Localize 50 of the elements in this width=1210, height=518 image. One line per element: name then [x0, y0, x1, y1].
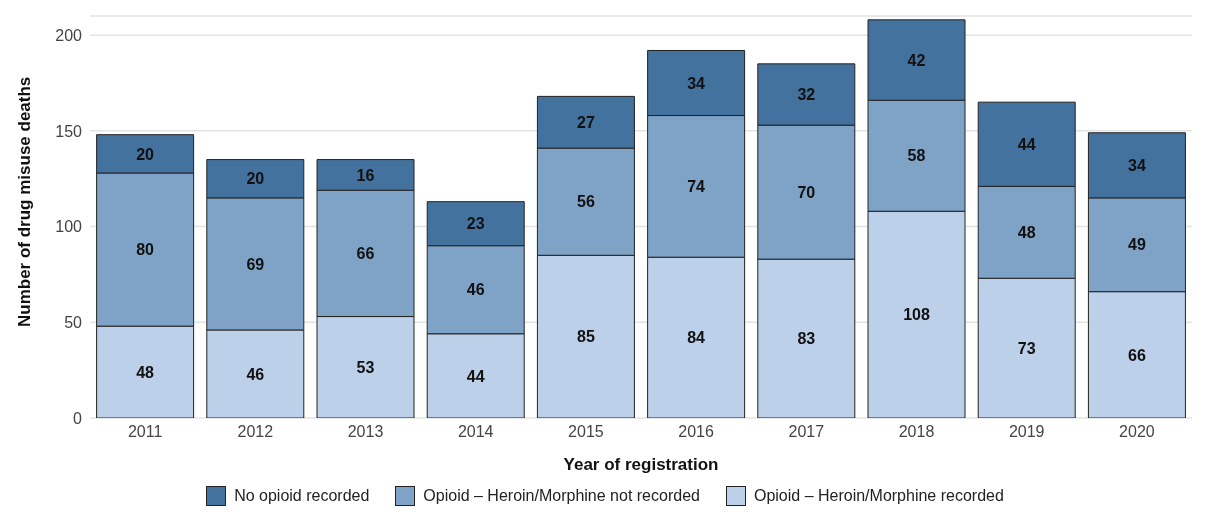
data-label: 48	[136, 363, 155, 381]
data-label: 53	[356, 358, 375, 376]
data-label: 66	[1128, 346, 1146, 364]
x-tick-label: 2020	[1119, 423, 1155, 441]
x-tick-label: 2018	[898, 423, 935, 441]
y-tick-label: 150	[55, 122, 83, 140]
data-label: 56	[577, 193, 595, 211]
x-tick-label: 2016	[678, 423, 714, 441]
data-label: 48	[1017, 223, 1036, 241]
data-label: 23	[466, 215, 485, 233]
data-label: 83	[797, 330, 816, 348]
x-tick-label: 2019	[1008, 423, 1045, 441]
data-label: 108	[903, 306, 930, 324]
x-tick-label: 2017	[788, 423, 825, 441]
data-label: 42	[907, 51, 926, 69]
data-label: 58	[907, 147, 926, 165]
data-label: 34	[1128, 156, 1146, 174]
data-label: 69	[246, 255, 265, 273]
x-tick-label: 2011	[127, 423, 163, 441]
data-label: 27	[577, 113, 595, 131]
data-label: 74	[687, 178, 706, 196]
legend-label: Opioid – Heroin/Morphine recorded	[753, 487, 1004, 505]
legend-label: No opioid recorded	[234, 487, 370, 505]
data-label: 34	[687, 74, 706, 92]
y-tick-label: 50	[64, 313, 83, 331]
data-label: 46	[466, 281, 485, 299]
data-label: 70	[797, 183, 816, 201]
x-tick-label: 2014	[457, 423, 494, 441]
y-tick-label: 200	[55, 26, 83, 44]
y-tick-label: 0	[73, 409, 83, 427]
data-label: 32	[797, 86, 816, 104]
y-axis-title: Number of drug misuse deaths	[15, 76, 35, 327]
x-tick-label: 2013	[347, 423, 384, 441]
data-label: 20	[136, 145, 155, 163]
x-axis-title: Year of registration	[563, 455, 719, 474]
data-label: 73	[1017, 339, 1036, 357]
data-label: 46	[246, 365, 265, 383]
data-label: 44	[466, 367, 485, 385]
data-label: 16	[356, 166, 375, 184]
data-label: 44	[1017, 135, 1036, 153]
data-label: 20	[246, 170, 265, 188]
data-label: 85	[577, 328, 595, 346]
data-label: 80	[136, 241, 155, 259]
data-label: 84	[687, 329, 706, 347]
legend-label: Opioid – Heroin/Morphine not recorded	[423, 487, 700, 505]
x-tick-label: 2012	[237, 423, 274, 441]
y-tick-label: 100	[55, 218, 83, 236]
data-label: 49	[1128, 236, 1146, 254]
x-tick-label: 2015	[568, 423, 604, 441]
data-label: 66	[356, 245, 375, 263]
